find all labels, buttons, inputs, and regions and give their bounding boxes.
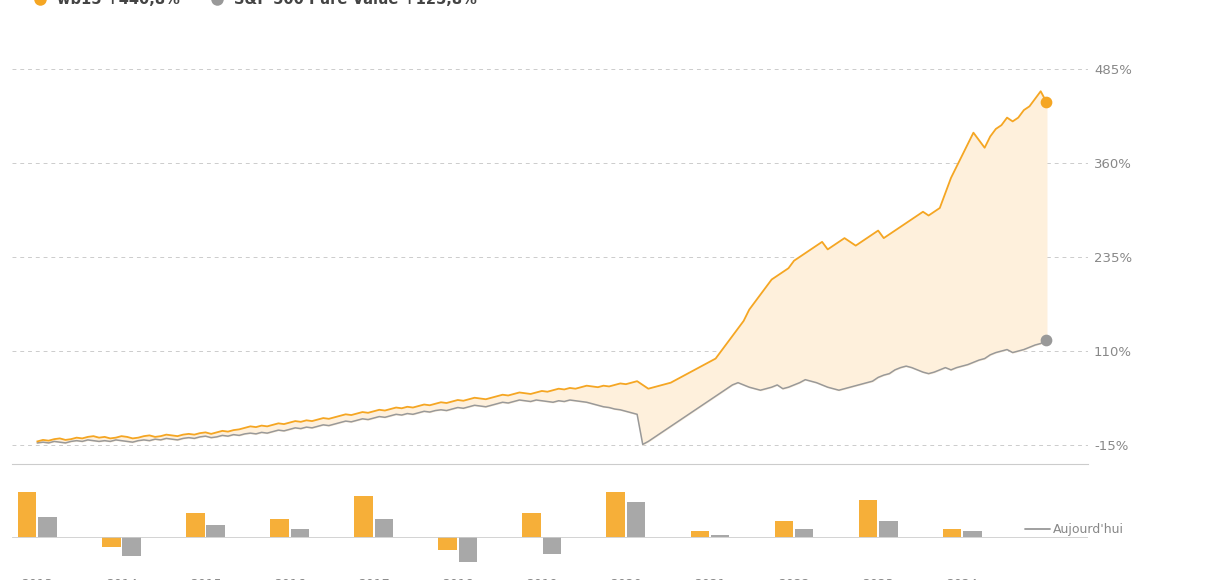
- Bar: [102, 537, 120, 548]
- Bar: [879, 521, 897, 537]
- Bar: [626, 502, 646, 537]
- Bar: [354, 496, 373, 537]
- Bar: [291, 529, 309, 537]
- Bar: [691, 531, 709, 537]
- Bar: [458, 537, 477, 562]
- Bar: [542, 537, 562, 554]
- Bar: [942, 529, 962, 537]
- Bar: [858, 500, 877, 537]
- Legend: wb15 +440,8%, S&P 500 Pure Value +125,8%: wb15 +440,8%, S&P 500 Pure Value +125,8%: [19, 0, 483, 13]
- Bar: [123, 537, 141, 556]
- Bar: [270, 519, 288, 537]
- Bar: [186, 513, 204, 537]
- Bar: [775, 521, 793, 537]
- Bar: [39, 517, 57, 537]
- Bar: [795, 529, 814, 537]
- Bar: [18, 492, 36, 537]
- Bar: [963, 531, 981, 537]
- Bar: [207, 525, 225, 537]
- Bar: [438, 537, 457, 550]
- Bar: [523, 513, 541, 537]
- Text: Aujourd'hui: Aujourd'hui: [1053, 523, 1124, 535]
- Point: [1036, 335, 1055, 345]
- Bar: [375, 519, 393, 537]
- Point: [1036, 97, 1055, 107]
- Bar: [711, 535, 730, 537]
- Bar: [607, 492, 625, 537]
